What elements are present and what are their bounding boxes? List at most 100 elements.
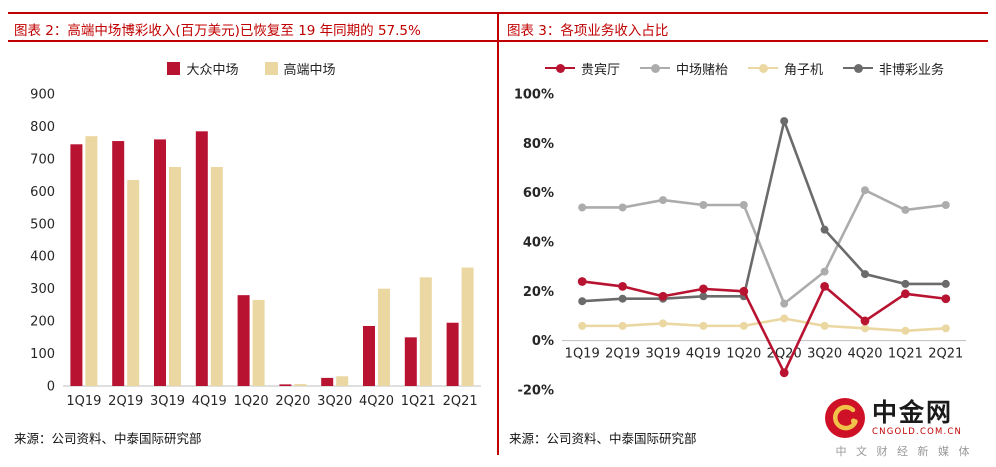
bar-高端中场 bbox=[168, 167, 181, 386]
y-axis-label: 900 bbox=[30, 88, 55, 103]
chart2-source: 来源：公司资料、中泰国际研究部 bbox=[14, 431, 202, 446]
bar-大众中场 bbox=[278, 384, 291, 386]
marker-中场赌枱 bbox=[618, 203, 627, 212]
marker-贵宾厅 bbox=[698, 284, 708, 294]
chart3-panel: 贵宾厅 中场赌枱 角子机 非博彩业务 -20% 0% 20% 40% 60% 80% 100% 1Q… bbox=[501, 46, 988, 412]
marker-角子机 bbox=[739, 321, 748, 330]
marker-角子机 bbox=[698, 321, 707, 330]
legend-label: 高端中场 bbox=[283, 62, 336, 78]
cngold-logo: 中金网 CNGOLD.COM.CN 中 文 财 经 新 媒 体 bbox=[824, 397, 984, 459]
marker-贵宾厅 bbox=[900, 289, 910, 299]
x-axis-label: 2Q20 bbox=[275, 394, 310, 409]
y-axis-label: 0% bbox=[531, 334, 553, 349]
bar-大众中场 bbox=[404, 337, 417, 386]
marker-中场赌枱 bbox=[779, 299, 788, 308]
x-axis-label: 1Q20 bbox=[233, 394, 268, 409]
legend-label: 贵宾厅 bbox=[580, 62, 620, 78]
marker-贵宾厅 bbox=[940, 294, 950, 304]
y-axis-label: 40% bbox=[522, 236, 553, 251]
x-axis-label: 4Q20 bbox=[358, 394, 393, 409]
bar-大众中场 bbox=[320, 377, 333, 386]
x-axis-label: 3Q20 bbox=[807, 347, 842, 362]
chart3-line-chart: -20% 0% 20% 40% 60% 80% 100% 1Q19 2Q19 3Q19 4Q19 1Q… bbox=[513, 88, 966, 399]
y-axis-label: 200 bbox=[30, 315, 55, 330]
marker-贵宾厅 bbox=[577, 277, 587, 286]
legend-line-marker bbox=[748, 63, 778, 73]
marker-非博彩业务 bbox=[820, 225, 829, 234]
x-axis-label: 1Q19 bbox=[66, 394, 101, 409]
marker-非博彩业务 bbox=[698, 292, 707, 301]
x-axis-label: 3Q19 bbox=[645, 347, 680, 362]
y-axis-label: 500 bbox=[30, 217, 55, 232]
y-axis-label: 600 bbox=[30, 185, 55, 200]
chart3-title: 图表 3：各项业务收入占比 bbox=[507, 23, 669, 39]
marker-角子机 bbox=[779, 314, 788, 323]
panel-divider bbox=[497, 12, 499, 455]
bar-高端中场 bbox=[210, 167, 223, 386]
legend-swatch bbox=[167, 61, 181, 75]
y-axis-label: 20% bbox=[522, 285, 553, 300]
y-axis-label: 0 bbox=[46, 380, 54, 395]
logo-domain: CNGOLD.COM.CN bbox=[872, 426, 963, 437]
chart3-source: 来源：公司资料、中泰国际研究部 bbox=[509, 431, 697, 446]
logo-tagline: 中 文 财 经 新 媒 体 bbox=[835, 445, 973, 458]
x-axis-label: 4Q19 bbox=[685, 347, 720, 362]
bar-高端中场 bbox=[252, 300, 265, 386]
bar-大众中场 bbox=[69, 144, 82, 386]
x-axis-label: 3Q20 bbox=[317, 394, 352, 409]
legend-item: 角子机 bbox=[748, 59, 823, 78]
legend-label: 非博彩业务 bbox=[879, 62, 945, 78]
x-axis-label: 3Q19 bbox=[149, 394, 184, 409]
bar-大众中场 bbox=[362, 325, 375, 386]
legend-label: 中场赌枱 bbox=[675, 62, 728, 78]
marker-中场赌枱 bbox=[860, 186, 869, 195]
bar-高端中场 bbox=[419, 277, 432, 386]
marker-中场赌枱 bbox=[900, 205, 909, 214]
chart2-bar-chart: 0 100 200 300 400 500 600 700 800 900 1Q19 2Q19 3Q19… bbox=[30, 88, 481, 409]
marker-非博彩业务 bbox=[779, 117, 788, 126]
y-axis-label: 100 bbox=[30, 347, 55, 362]
line-非博彩业务 bbox=[580, 119, 947, 303]
legend-label: 角子机 bbox=[784, 62, 824, 78]
marker-非博彩业务 bbox=[577, 297, 586, 306]
y-axis-label: -20% bbox=[517, 384, 554, 399]
bar-高端中场 bbox=[293, 384, 306, 386]
marker-贵宾厅 bbox=[819, 282, 829, 291]
legend-item: 高端中场 bbox=[264, 59, 336, 78]
marker-角子机 bbox=[658, 319, 667, 328]
x-axis-label: 1Q21 bbox=[887, 347, 922, 362]
bar-高端中场 bbox=[461, 267, 474, 386]
marker-角子机 bbox=[860, 324, 869, 333]
bar-大众中场 bbox=[237, 295, 250, 386]
marker-中场赌枱 bbox=[658, 196, 667, 205]
x-axis-label: 4Q19 bbox=[191, 394, 226, 409]
bar-高端中场 bbox=[84, 136, 97, 386]
legend-line-marker bbox=[639, 63, 670, 73]
marker-贵宾厅 bbox=[738, 286, 748, 296]
marker-贵宾厅 bbox=[658, 291, 667, 301]
chart2-panel: 大众中场 高端中场 0 100 200 300 400 500 600 700 800 900 1Q1… bbox=[8, 46, 495, 412]
marker-贵宾厅 bbox=[617, 282, 627, 291]
y-axis-label: 100% bbox=[513, 88, 553, 103]
marker-非博彩业务 bbox=[860, 270, 869, 279]
line-中场赌枱 bbox=[580, 188, 947, 305]
marker-非博彩业务 bbox=[900, 279, 909, 288]
logo-name: 中金网 bbox=[872, 397, 954, 427]
bar-大众中场 bbox=[111, 141, 124, 386]
chart2-title: 图表 2：高端中场博彩收入(百万美元)已恢复至 19 年同期的 57.5% bbox=[14, 23, 421, 39]
x-axis-label: 1Q19 bbox=[564, 347, 599, 362]
chart3-legend: 贵宾厅 中场赌枱 角子机 非博彩业务 bbox=[501, 58, 988, 78]
bar-高端中场 bbox=[335, 376, 348, 386]
x-axis-label: 2Q21 bbox=[442, 394, 477, 409]
y-axis-label: 700 bbox=[30, 152, 55, 167]
marker-中场赌枱 bbox=[820, 267, 829, 276]
marker-角子机 bbox=[618, 321, 627, 330]
marker-角子机 bbox=[941, 324, 950, 333]
bar-大众中场 bbox=[446, 322, 459, 386]
chart2-legend: 大众中场 高端中场 bbox=[8, 58, 495, 78]
marker-角子机 bbox=[900, 326, 909, 335]
marker-贵宾厅 bbox=[779, 368, 789, 378]
marker-非博彩业务 bbox=[941, 279, 950, 288]
y-axis-label: 400 bbox=[30, 250, 55, 265]
